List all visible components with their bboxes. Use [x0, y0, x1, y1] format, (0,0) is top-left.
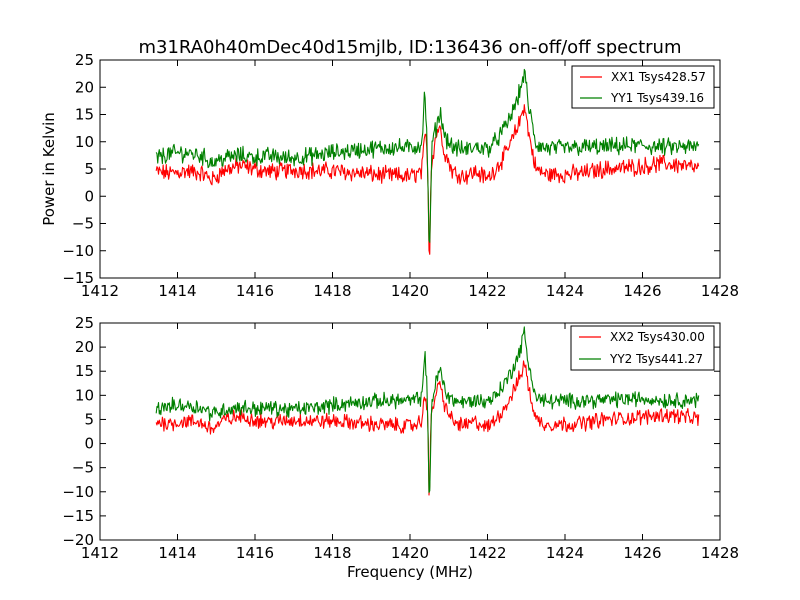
series-line-yy1 — [155, 68, 700, 243]
x-tick-label: 1426 — [623, 282, 661, 300]
x-tick-label: 1424 — [546, 282, 584, 300]
legend-label: YY1 Tsys439.16 — [610, 91, 704, 105]
x-tick-label: 1420 — [391, 544, 429, 562]
y-tick-label: 20 — [75, 78, 94, 96]
series-line-yy2 — [155, 326, 700, 493]
panel-1: 1412 1414 1416 1418 1420 1422 1424 1426 1428 25 20… — [62, 51, 739, 300]
y-tick-label: 5 — [84, 410, 94, 428]
y-axis-label: Power in Kelvin — [40, 112, 58, 226]
chart-title: m31RA0h40mDec40d15mjlb, ID:136436 on-off… — [138, 37, 681, 58]
x-tick-label: 1424 — [546, 544, 584, 562]
panel-2: 1412 1414 1416 1418 1420 1422 1424 1426 1428 25 20… — [62, 314, 739, 562]
x-tick-label: 1418 — [313, 282, 351, 300]
y-tick-label: 15 — [75, 362, 94, 380]
x-tick-label: 1416 — [236, 282, 274, 300]
y-tick-label: −5 — [72, 459, 94, 477]
x-tick-label: 1414 — [158, 544, 196, 562]
legend-box — [570, 325, 715, 371]
x-tick-label: 1414 — [158, 282, 196, 300]
x-tick-label: 1412 — [81, 282, 119, 300]
y-tick-label: 5 — [84, 160, 94, 178]
x-tick-label: 1422 — [468, 544, 506, 562]
legend: XX2 Tsys430.00 YY2 Tsys441.27 — [570, 325, 715, 371]
panels-layer: 1412 1414 1416 1418 1420 1422 1424 1426 1428 25 20… — [62, 51, 739, 562]
legend-box — [571, 65, 715, 109]
y-tick-label: 0 — [84, 435, 94, 453]
y-tick-label: 25 — [75, 314, 94, 332]
y-tick-label: 10 — [75, 133, 94, 151]
y-tick-label: 20 — [75, 338, 94, 356]
y-tick-label: −5 — [72, 215, 94, 233]
y-tick-label: 10 — [75, 386, 94, 404]
x-tick-label: 1428 — [701, 544, 739, 562]
y-tick-label: 0 — [84, 187, 94, 205]
x-tick-label: 1426 — [623, 544, 661, 562]
x-axis-label: Frequency (MHz) — [347, 563, 473, 581]
y-tick-label: −10 — [62, 242, 94, 260]
x-tick-label: 1420 — [391, 282, 429, 300]
legend-label: XX2 Tsys430.00 — [610, 330, 705, 344]
x-tick-label: 1422 — [468, 282, 506, 300]
x-tick-label: 1418 — [313, 544, 351, 562]
y-tick-label: −15 — [62, 269, 94, 287]
x-tick-label: 1428 — [701, 282, 739, 300]
x-tick-label: 1412 — [81, 544, 119, 562]
y-tick-label: −10 — [62, 483, 94, 501]
y-tick-label: −20 — [62, 531, 94, 549]
legend-label: YY2 Tsys441.27 — [609, 352, 703, 366]
y-tick-label: 25 — [75, 51, 94, 69]
x-tick-label: 1416 — [236, 544, 274, 562]
y-tick-label: −15 — [62, 507, 94, 525]
y-tick-label: 15 — [75, 106, 94, 124]
legend-label: XX1 Tsys428.57 — [611, 70, 706, 84]
legend: XX1 Tsys428.57 YY1 Tsys439.16 — [571, 65, 715, 109]
